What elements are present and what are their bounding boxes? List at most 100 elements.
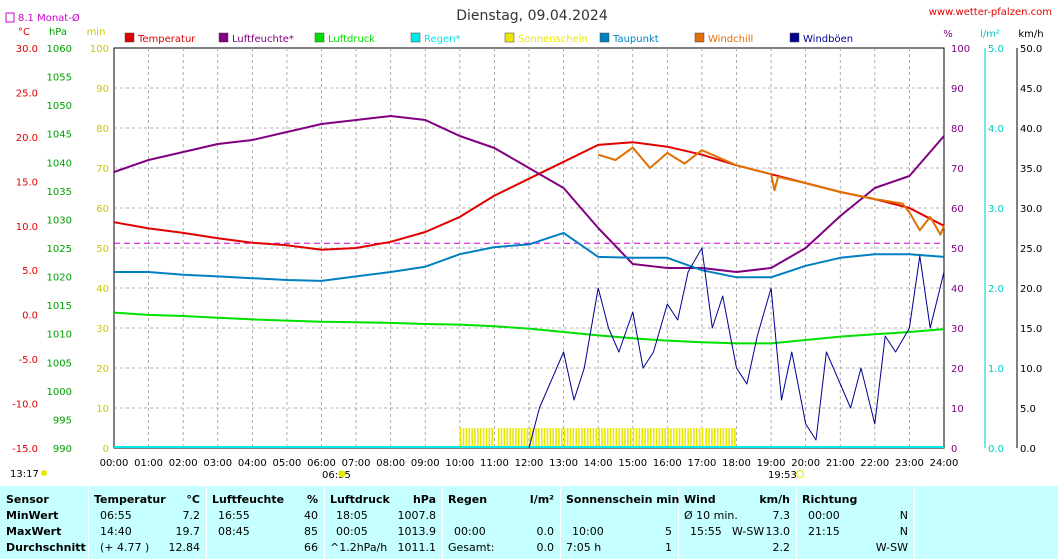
row-label-sensor: Sensor — [6, 493, 49, 506]
pressure-tick: 1045 — [47, 130, 72, 141]
humidity-tick: 80 — [951, 124, 964, 135]
sunshine-bar — [604, 428, 606, 448]
sunshine-bar — [644, 428, 646, 448]
sunshine-bar — [578, 428, 580, 448]
humidity-min-value: 40 — [304, 509, 318, 522]
legend-label-6: Windchill — [708, 34, 753, 45]
sunshine-bar — [701, 428, 704, 448]
timestamp-label: 13:17 — [10, 469, 39, 480]
sunshine-bar — [572, 428, 575, 448]
sunshine-bar — [687, 428, 689, 448]
pressure-tick: 1025 — [47, 244, 72, 255]
time-tick: 08:00 — [376, 458, 405, 469]
pressure-tick: 1030 — [47, 215, 72, 226]
wind-tick: 50.0 — [1020, 44, 1042, 55]
axes: 30.0 25.0 20.0 15.0 10.0 5.0 0.0 -5.0 -10.0 -15.0… — [12, 44, 1042, 469]
series-line-5 — [528, 247, 945, 449]
temp-unit: °C — [18, 27, 30, 38]
sunshine-bar — [632, 428, 635, 448]
sunshine-bar — [658, 428, 661, 448]
sunshine-bar — [526, 428, 529, 448]
sunshine-bar — [546, 428, 549, 448]
temp-tick: 30.0 — [16, 44, 38, 55]
temp-tick: 20.0 — [16, 133, 38, 144]
direction-header: Richtung — [802, 493, 858, 506]
wind-max-direction: W-SW — [732, 525, 765, 538]
sun-tick: 70 — [96, 164, 109, 175]
humidity-tick: 30 — [951, 324, 964, 335]
sunshine-bar — [465, 428, 468, 448]
legend-swatch-1 — [218, 32, 229, 43]
sunshine-bar — [529, 428, 532, 448]
sun-tick: 0 — [103, 444, 109, 455]
time-tick: 10:00 — [445, 458, 474, 469]
pressure-min-time: 18:05 — [336, 509, 368, 522]
time-tick: 17:00 — [688, 458, 717, 469]
humidity-max-time: 08:45 — [218, 525, 250, 538]
legend-swatch-3 — [410, 32, 421, 43]
plot-area — [113, 47, 945, 449]
sun-icon — [41, 470, 47, 476]
sunshine-bar — [532, 428, 534, 448]
temp-max-value: 19.7 — [175, 525, 201, 538]
sunshine-bar — [488, 428, 491, 448]
humidity-tick: 10 — [951, 404, 964, 415]
sunshine-bar — [624, 428, 626, 448]
time-tick: 12:00 — [515, 458, 544, 469]
pressure-avg-value: 1011.1 — [397, 541, 437, 554]
pressure-tick: 1035 — [47, 187, 72, 198]
legend-swatch-2 — [314, 32, 325, 43]
sunshine-bar — [722, 428, 725, 448]
pressure-tick: 1020 — [47, 273, 72, 284]
sunrise-icon — [338, 470, 346, 478]
humidity-unit: % — [943, 29, 953, 40]
sunshine-bar — [684, 428, 687, 448]
sunshine-bar — [690, 428, 692, 448]
sunshine-bar — [672, 428, 675, 448]
site-link[interactable]: www.wetter-pfalzen.com — [929, 7, 1052, 18]
sunshine-bar — [566, 428, 569, 448]
sunshine-bar — [664, 428, 666, 448]
wind-tick: 5.0 — [1020, 404, 1036, 415]
sunshine-bar — [561, 428, 563, 448]
sunshine-bar — [459, 428, 462, 448]
sun-tick: 40 — [96, 284, 109, 295]
humidity-tick: 40 — [951, 284, 964, 295]
time-tick: 14:00 — [584, 458, 613, 469]
sunshine-bar — [655, 428, 658, 448]
rain-total-value: 0.0 — [536, 541, 555, 554]
humidity-header: Luftfeuchte — [212, 493, 285, 506]
humidity-tick: 90 — [951, 84, 964, 95]
wind-tick: 20.0 — [1020, 284, 1042, 295]
time-tick: 11:00 — [480, 458, 509, 469]
sun-header: Sonnenschein min — [566, 493, 680, 506]
humidity-tick: 0 — [951, 444, 957, 455]
sunshine-bar — [711, 428, 713, 448]
col-temperature: Temperatur °C 06:55 7.2 14:40 19.7 (+ 4.… — [88, 486, 207, 559]
sunshine-bar — [728, 428, 730, 448]
sunshine-bar — [708, 428, 710, 448]
sunshine-bar — [479, 428, 482, 448]
sunshine-bar — [477, 428, 479, 448]
time-tick: 22:00 — [860, 458, 889, 469]
pressure-unit: hPa — [49, 27, 67, 38]
col-humidity: Luftfeuchte % 16:55 40 08:45 85 66 — [206, 486, 325, 559]
pressure-tick: 1005 — [47, 358, 72, 369]
col-pressure: Luftdruck hPa 18:05 1007.8 00:05 1013.9 … — [324, 486, 443, 559]
sunshine-bar — [592, 428, 595, 448]
time-tick: 07:00 — [342, 458, 371, 469]
series-group — [113, 115, 945, 449]
wind-max-time: 15:55 — [690, 525, 722, 538]
sunshine-bar — [693, 428, 695, 448]
wind-tick: 30.0 — [1020, 204, 1042, 215]
wind-tick: 45.0 — [1020, 84, 1042, 95]
pressure-unit-cell: hPa — [412, 493, 436, 506]
pressure-tick: 1000 — [47, 387, 72, 398]
pressure-tick: 1050 — [47, 101, 72, 112]
time-tick: 20:00 — [791, 458, 820, 469]
legend-label-5: Taupunkt — [612, 34, 659, 45]
col-labels: Sensor MinWert MaxWert Durchschnitt — [0, 486, 89, 559]
sunshine-bar — [675, 428, 678, 448]
sunshine-bar — [667, 428, 669, 448]
row-label-avg: Durchschnitt — [6, 541, 86, 554]
